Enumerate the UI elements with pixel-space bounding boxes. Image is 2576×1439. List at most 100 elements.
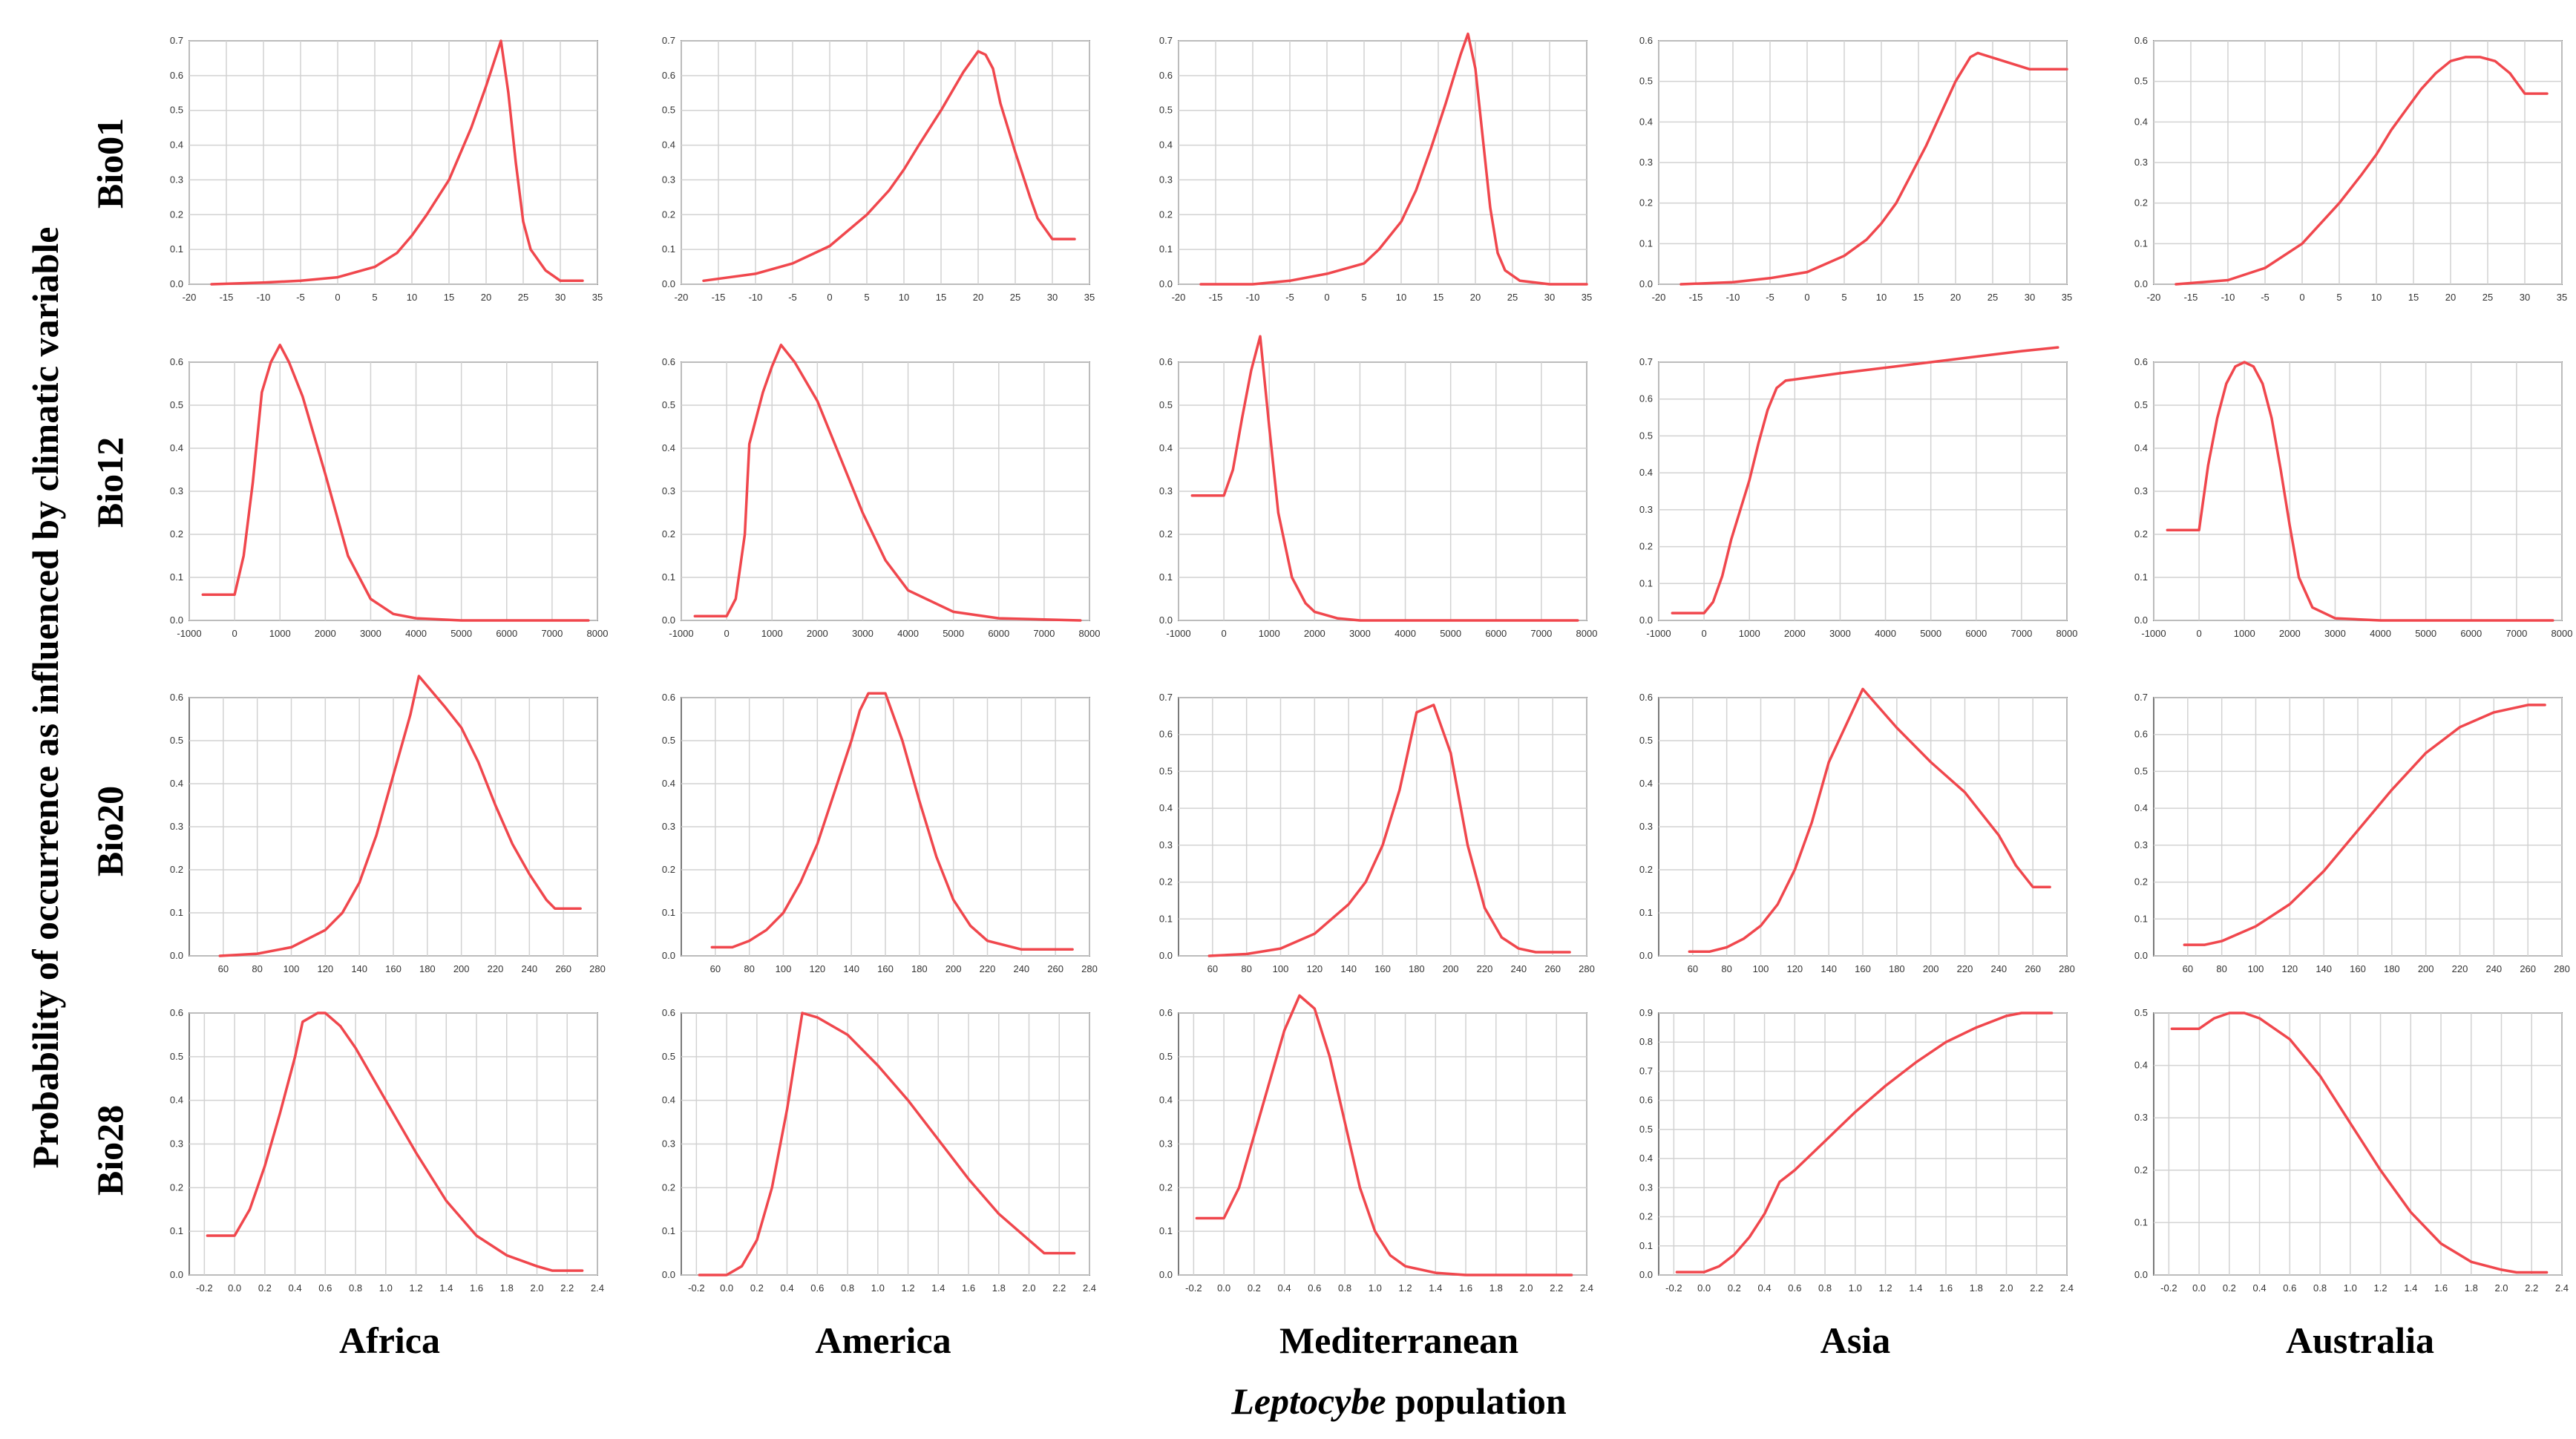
x-axis-title-genus: Leptocybe [1230,1380,1386,1422]
x-tick-label: 1.6 [962,1282,975,1294]
x-tick-label: 60 [218,963,229,974]
y-tick-label: 0.1 [1639,237,1653,249]
x-tick-label: 200 [1923,963,1939,974]
y-tick-label: 0.7 [1159,35,1173,46]
y-tick-label: 0.1 [170,571,183,583]
x-tick-label: 100 [284,963,300,974]
x-tick-label: 1.0 [2344,1282,2357,1294]
x-tick-label: 1.0 [871,1282,885,1294]
x-tick-label: 0.0 [1217,1282,1230,1294]
y-tick-label: 0.2 [2134,876,2148,888]
x-tick-label: 2.4 [591,1282,604,1294]
x-tick-label: -5 [2261,292,2269,303]
panel-bio20-america: 60 80 100 120 140 160 180 200 220 240 260 280 0.0 0.1… [662,692,1098,974]
y-tick-label: 0.0 [2134,1269,2148,1280]
x-tick-label: 1.6 [2434,1282,2448,1294]
x-tick-label: 0.2 [258,1282,272,1294]
y-tick-label: 0.5 [1639,735,1653,746]
x-tick-label: 2.0 [1519,1282,1533,1294]
y-tick-label: 0.6 [170,692,183,703]
x-tick-label: 2.0 [530,1282,543,1294]
x-tick-label: 200 [945,963,962,974]
x-tick-label: 200 [2418,963,2434,974]
panel-bio01-mediterranean: -20 -15 -10 -5 0 5 10 15 20 25 30 35 0.0 0.1 0.2 0.3 0.4… [1159,32,1592,303]
y-tick-label: 0.6 [170,70,183,81]
response-curve-bio12-asia [1671,346,2059,614]
y-tick-label: 0.2 [1159,876,1173,888]
response-curve-bio28-asia [1675,1012,2054,1274]
y-tick-label: 0.0 [2134,278,2148,289]
x-tick-label: 15 [936,292,946,303]
y-tick-label: 0.1 [662,1225,675,1236]
x-tick-label: 1.4 [2404,1282,2417,1294]
x-tick-label: 0.4 [781,1282,794,1294]
y-tick-label: 0.5 [1639,430,1653,441]
x-tick-label: 1.0 [379,1282,393,1294]
y-tick-label: 0.4 [170,140,183,151]
y-tick-label: 0.4 [1639,778,1653,789]
y-tick-label: 0.0 [2134,950,2148,961]
x-tick-label: -15 [2184,292,2198,303]
panels-layer: -20 -15 -10 -5 0 5 10 15 20 25 30 35 0.0 0.1 0.2 0.3 0.4… [170,32,2573,1294]
y-tick-label: 0.0 [662,1269,675,1280]
y-tick-label: 0.6 [170,1007,183,1018]
x-tick-label: 35 [1582,292,1592,303]
x-tick-label: 1.8 [1970,1282,1983,1294]
x-tick-label: 2.4 [2060,1282,2074,1294]
x-axis-title: Leptocybe population [1230,1380,1567,1422]
y-tick-label: 0.5 [1159,765,1173,776]
y-tick-label: 0.3 [1639,1181,1653,1193]
x-tick-label: 4000 [1875,628,1896,639]
x-tick-label: 8000 [2552,628,2573,639]
x-tick-label: 10 [2371,292,2382,303]
x-tick-label: 30 [2520,292,2530,303]
y-tick-label: 0.4 [2134,116,2148,127]
x-tick-label: -15 [712,292,726,303]
panel-bio28-africa: -0.2 0.0 0.2 0.4 0.6 0.8 1.0 1.2 1.4 1.6 1.8 2.0 2.2… [170,1007,604,1294]
x-tick-label: 5 [1361,292,1366,303]
response-curve-bio01-america [702,50,1076,283]
x-tick-label: 0 [2196,628,2201,639]
x-tick-label: 280 [589,963,606,974]
y-tick-label: 0.2 [2134,1164,2148,1176]
x-tick-label: 120 [1306,963,1323,974]
panel-bio20-asia: 60 80 100 120 140 160 180 200 220 240 260 280 0.0 0.1… [1639,687,2075,974]
x-tick-label: -10 [1726,292,1740,303]
panel-bio12-america: -1000 0 1000 2000 3000 4000 5000 6000 7000 8000 0.… [662,344,1100,639]
x-axis-title-rest: population [1386,1380,1567,1422]
x-tick-label: -10 [1246,292,1260,303]
x-tick-label: 30 [555,292,566,303]
y-tick-label: 0.7 [2134,692,2148,703]
x-tick-label: 15 [1913,292,1924,303]
y-tick-label: 0.0 [1159,278,1173,289]
x-tick-label: 240 [2485,963,2502,974]
x-tick-label: 0.8 [1338,1282,1351,1294]
y-tick-label: 0.7 [1639,1065,1653,1076]
y-tick-label: 0.1 [1639,577,1653,589]
y-tick-label: 0.3 [1639,821,1653,832]
x-tick-label: 2000 [2279,628,2301,639]
y-tick-label: 0.5 [2134,399,2148,410]
y-tick-label: 0.3 [1159,839,1173,850]
x-tick-label: 5000 [943,628,964,639]
x-tick-label: -0.2 [688,1282,704,1294]
y-tick-label: 0.1 [2134,1216,2148,1227]
x-tick-label: -5 [296,292,305,303]
x-tick-label: 0.4 [1278,1282,1291,1294]
y-tick-label: 0.0 [662,614,675,626]
x-tick-label: 0.8 [841,1282,854,1294]
y-tick-label: 0.2 [662,1181,675,1193]
x-tick-label: 1.8 [992,1282,1006,1294]
x-tick-label: 2.0 [1999,1282,2013,1294]
x-tick-label: 280 [2059,963,2075,974]
x-tick-label: 1.0 [1849,1282,1862,1294]
x-tick-label: 160 [2350,963,2366,974]
x-tick-label: 220 [1957,963,1973,974]
y-tick-label: 0.6 [1639,1095,1653,1106]
x-tick-label: -10 [2221,292,2235,303]
x-tick-label: 15 [444,292,454,303]
x-tick-label: 30 [1047,292,1058,303]
x-tick-label: 220 [488,963,504,974]
y-tick-label: 0.0 [1639,950,1653,961]
